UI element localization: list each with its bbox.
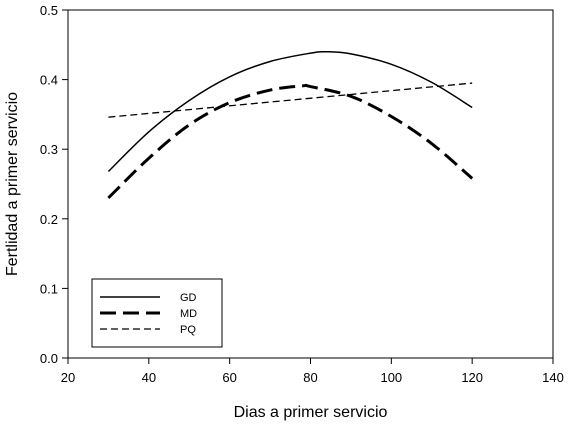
x-tick-label: 140 xyxy=(542,370,564,385)
legend-label: GD xyxy=(180,292,197,304)
x-tick-label: 80 xyxy=(303,370,317,385)
y-tick-label: 0.5 xyxy=(40,3,58,18)
legend: GD MD PQ xyxy=(91,278,223,348)
legend-label: MD xyxy=(180,308,197,320)
y-tick-label: 0.3 xyxy=(40,142,58,157)
series-line-md xyxy=(107,83,474,199)
x-tick-label: 120 xyxy=(461,370,483,385)
x-axis: 20 40 60 80 100 120 140 xyxy=(61,358,564,385)
y-tick-label: 0.1 xyxy=(40,281,58,296)
y-tick-label: 0.2 xyxy=(40,212,58,227)
series-line-pq xyxy=(108,82,473,118)
series-line-gd xyxy=(107,50,473,173)
series-layer xyxy=(107,50,474,199)
y-axis: 0.0 0.1 0.2 0.3 0.4 0.5 xyxy=(40,3,68,366)
y-axis-label: Fertlidad a primer servicio xyxy=(4,92,21,276)
y-tick-label: 0.0 xyxy=(40,351,58,366)
x-tick-label: 60 xyxy=(222,370,236,385)
x-tick-label: 40 xyxy=(142,370,156,385)
x-tick-label: 100 xyxy=(380,370,402,385)
y-tick-label: 0.4 xyxy=(40,73,58,88)
x-axis-label: Dias a primer servicio xyxy=(234,404,388,421)
x-tick-label: 20 xyxy=(61,370,75,385)
legend-label: PQ xyxy=(180,324,196,336)
